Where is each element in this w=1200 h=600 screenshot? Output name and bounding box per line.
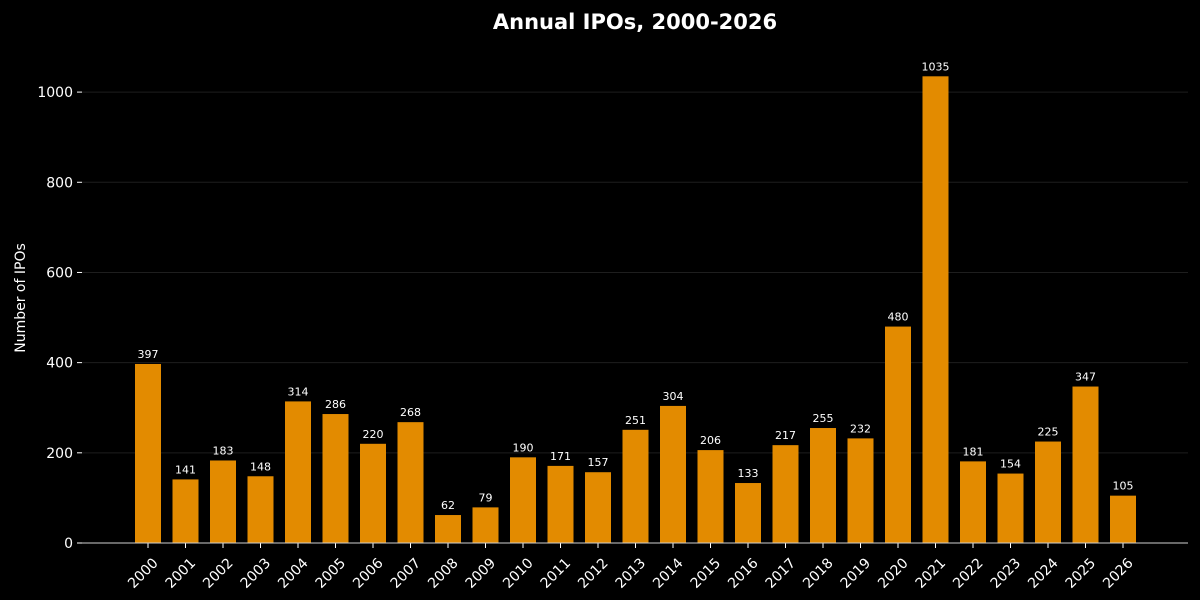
data-label-2024: 225 — [1038, 426, 1059, 439]
data-label-2006: 220 — [363, 428, 384, 441]
x-tick-label-2000: 2000 — [125, 555, 162, 592]
x-tick-label-2002: 2002 — [200, 555, 237, 592]
y-tick-label: 400 — [46, 356, 73, 372]
x-tick-label-2016: 2016 — [725, 555, 762, 592]
data-label-2007: 268 — [400, 406, 421, 419]
bar-2013 — [622, 429, 649, 543]
data-label-2000: 397 — [138, 348, 159, 361]
data-label-2025: 347 — [1075, 371, 1096, 384]
data-label-2018: 255 — [813, 412, 834, 425]
bar-2004 — [285, 401, 311, 543]
bar-2012 — [585, 472, 611, 543]
bar-2007 — [397, 422, 424, 543]
bar-2000 — [135, 363, 161, 543]
bar-2015 — [697, 450, 724, 543]
y-tick-label: 1000 — [37, 85, 73, 101]
data-label-2014: 304 — [663, 390, 684, 403]
bars-layer — [135, 76, 1136, 544]
y-tick-label: 0 — [64, 536, 73, 552]
data-label-2008: 62 — [441, 499, 455, 512]
x-tick-label-2005: 2005 — [313, 555, 350, 592]
y-tick-label: 800 — [46, 175, 73, 191]
grid-layer — [82, 91, 1188, 454]
data-label-2009: 79 — [479, 491, 493, 504]
bar-2016 — [735, 483, 761, 543]
bar-2021 — [922, 76, 949, 544]
data-label-2011: 171 — [550, 450, 571, 463]
data-label-2015: 206 — [700, 434, 721, 447]
data-label-2012: 157 — [588, 456, 609, 469]
bar-2003 — [247, 476, 274, 543]
bar-2014 — [660, 405, 686, 543]
x-tick-label-2013: 2013 — [613, 555, 650, 592]
bar-2009 — [472, 507, 499, 543]
bar-2025 — [1072, 386, 1099, 543]
bar-2008 — [435, 515, 461, 543]
data-label-2003: 148 — [250, 460, 271, 473]
x-tick-label-2003: 2003 — [238, 555, 275, 592]
data-label-2010: 190 — [513, 441, 534, 454]
x-tick-label-2018: 2018 — [800, 555, 837, 592]
bar-2011 — [547, 465, 574, 543]
x-tick-label-2024: 2024 — [1025, 555, 1062, 592]
x-tick-label-2008: 2008 — [425, 555, 462, 592]
bar-2006 — [360, 443, 386, 543]
y-tick-label: 600 — [46, 265, 73, 281]
x-tick-label-2015: 2015 — [688, 555, 725, 592]
bar-2017 — [772, 445, 799, 543]
data-label-2023: 154 — [1000, 458, 1021, 471]
bar-2023 — [997, 473, 1024, 543]
bar-2019 — [847, 438, 874, 543]
data-label-2001: 141 — [175, 463, 196, 476]
x-tick-label-2017: 2017 — [763, 555, 800, 592]
y-axis-label: Number of IPOs — [13, 243, 29, 353]
x-tick-label-2007: 2007 — [388, 555, 425, 592]
x-tick-label-2006: 2006 — [350, 555, 387, 592]
x-tick-label-2001: 2001 — [163, 555, 200, 592]
x-tick-label-2010: 2010 — [500, 555, 537, 592]
bar-2024 — [1035, 441, 1061, 543]
bar-2026 — [1110, 495, 1136, 543]
x-tick-label-2021: 2021 — [913, 555, 950, 592]
bar-2005 — [322, 414, 349, 543]
x-tick-label-2009: 2009 — [463, 555, 500, 592]
data-label-2021: 1035 — [922, 60, 950, 73]
data-label-2020: 480 — [888, 311, 909, 324]
data-label-2026: 105 — [1113, 480, 1134, 493]
data-label-2016: 133 — [738, 467, 759, 480]
x-tick-label-2014: 2014 — [650, 555, 687, 592]
chart-title: Annual IPOs, 2000-2026 — [493, 10, 777, 34]
bar-2001 — [172, 479, 199, 543]
data-label-2017: 217 — [775, 429, 796, 442]
data-label-2005: 286 — [325, 398, 346, 411]
x-tick-label-2026: 2026 — [1100, 555, 1137, 592]
x-tick-label-2025: 2025 — [1063, 555, 1100, 592]
y-tick-label: 200 — [46, 446, 73, 462]
data-label-2002: 183 — [213, 444, 234, 457]
bar-2022 — [960, 461, 986, 543]
x-tick-label-2012: 2012 — [575, 555, 612, 592]
data-label-2019: 232 — [850, 422, 871, 435]
data-labels-layer: 397 141 183 148 314 286 220 268 62 79 190 171 157 251… — [138, 60, 1134, 512]
x-tick-label-2004: 2004 — [275, 555, 312, 592]
data-label-2022: 181 — [963, 445, 984, 458]
bar-2002 — [210, 460, 236, 543]
bar-2020 — [885, 326, 911, 543]
x-tick-label-2023: 2023 — [988, 555, 1025, 592]
x-tick-label-2020: 2020 — [875, 555, 912, 592]
x-tick-label-2022: 2022 — [950, 555, 987, 592]
bar-2018 — [810, 428, 836, 543]
x-tick-label-2011: 2011 — [538, 555, 575, 592]
data-label-2013: 251 — [625, 414, 646, 427]
x-tick-label-2019: 2019 — [838, 555, 875, 592]
bar-2010 — [510, 457, 536, 543]
data-label-2004: 314 — [288, 385, 309, 398]
